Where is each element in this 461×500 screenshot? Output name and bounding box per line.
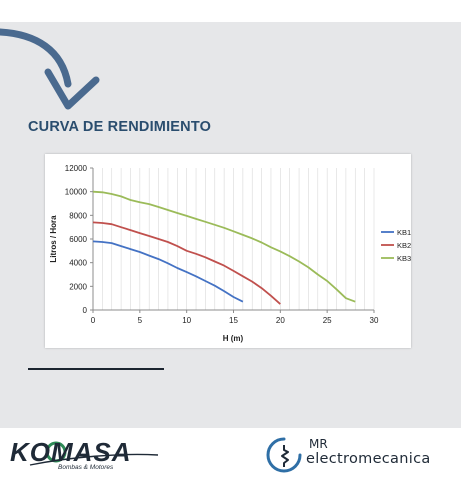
legend-label-kb2: KB2 (397, 241, 411, 250)
chart-grid (102, 168, 375, 310)
y-tick-label: 10000 (65, 188, 88, 197)
y-tick-label: 4000 (69, 259, 87, 268)
komasa-logo: KOMASA Bombas & Motores (10, 437, 160, 477)
y-tick-label: 0 (83, 306, 88, 315)
y-tick-label: 2000 (69, 282, 87, 291)
mr-brand-name: electromecanica (306, 451, 431, 467)
legend-label-kb3: KB3 (397, 254, 411, 263)
x-tick-label: 20 (276, 316, 285, 325)
footer-band (0, 428, 461, 500)
y-axis-label: Litros / Hora (49, 215, 58, 263)
x-tick-label: 0 (91, 316, 96, 325)
y-tick-labels: 0 2000 4000 6000 8000 10000 12000 (65, 164, 93, 315)
x-tick-labels: 0 5 10 15 20 25 30 (91, 310, 379, 325)
curved-arrow-icon (0, 28, 100, 110)
y-tick-label: 12000 (65, 164, 88, 173)
performance-chart: 0 2000 4000 6000 8000 10000 12000 0 5 10 15 20 25 30… (49, 164, 411, 343)
series-line-kb1 (92, 240, 244, 303)
komasa-wordmark: KOMASA (10, 437, 132, 467)
series-line-kb3 (92, 190, 356, 303)
komasa-tagline: Bombas & Motores (58, 464, 114, 471)
chart-frame: 0 2000 4000 6000 8000 10000 12000 0 5 10 15 20 25 30… (45, 154, 411, 348)
x-tick-label: 15 (229, 316, 238, 325)
chart-legend: KB1 KB2 KB3 (381, 228, 411, 263)
x-axis-label: H (m) (223, 334, 244, 343)
x-tick-label: 30 (370, 316, 379, 325)
chart-series (92, 190, 356, 305)
x-tick-label: 5 (138, 316, 143, 325)
mr-brand-top: MR (309, 437, 328, 451)
divider-line (28, 368, 164, 370)
y-tick-label: 8000 (69, 211, 87, 220)
legend-label-kb1: KB1 (397, 228, 411, 237)
x-tick-label: 10 (182, 316, 191, 325)
section-heading: CURVA DE RENDIMIENTO (28, 119, 212, 135)
mr-electromecanica-emblem-icon (266, 437, 302, 473)
y-tick-label: 6000 (69, 235, 87, 244)
series-line-kb2 (92, 221, 281, 305)
komasa-swoosh-icon (29, 441, 159, 466)
x-tick-label: 25 (323, 316, 332, 325)
